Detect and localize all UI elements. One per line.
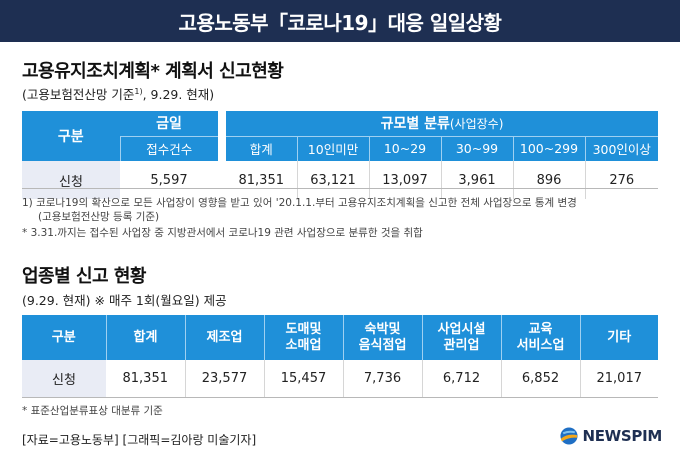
table1-value-30-99: 3,961 xyxy=(440,161,513,199)
section2-title: 업종별 신고 현황 xyxy=(22,266,146,287)
table2-col-lodging-l2: 음식점업 xyxy=(358,337,407,353)
table1-note-2: (고용보험전산망 등록 기준) xyxy=(38,211,160,223)
table2-bottom-rule xyxy=(22,397,658,398)
table1-note-3: * 3.31.까지는 접수된 사업장 중 지방관서에서 코로나19 관련 사업장… xyxy=(22,227,423,239)
table2-row-label: 신청 xyxy=(22,360,106,397)
table2-value-other: 21,017 xyxy=(579,360,658,397)
newspim-logo-icon xyxy=(560,427,578,445)
table2-value-lodging: 7,736 xyxy=(342,360,422,397)
table1-value-under10: 63,121 xyxy=(296,161,369,199)
table1-header-today: 금일 xyxy=(120,111,218,136)
table1-value-over300: 276 xyxy=(584,161,658,199)
section1-subtitle: (고용보험전산망 기준1), 9.29. 현재) xyxy=(22,84,214,103)
table1-scale-unit: (사업장수) xyxy=(449,117,504,132)
table2-col-total-l1: 합계 xyxy=(133,329,158,345)
table2-value-education: 6,852 xyxy=(500,360,580,397)
table1-col-100-299: 100~299 xyxy=(512,135,585,161)
table1-gap xyxy=(218,111,226,199)
newspim-logo-text: NEWSPIM xyxy=(582,427,662,445)
table1-col-under10: 10인미만 xyxy=(296,135,369,161)
newspim-logo: NEWSPIM xyxy=(560,427,662,445)
table2-col-other-l1: 기타 xyxy=(607,329,632,345)
table1-header-scale: 규모별 분류(사업장수) xyxy=(226,111,658,136)
table1-today-value: 5,597 xyxy=(150,172,188,188)
table2-value-manufacturing: 23,577 xyxy=(184,360,264,397)
table2-note: * 표준산업분류표상 대분류 기준 xyxy=(22,405,163,417)
section1-subtitle-sup: 1) xyxy=(134,86,143,96)
table1-col-10-29: 10~29 xyxy=(368,135,441,161)
industry-report-table: 구분 합계 제조업 도매및 소매업 숙박및 음식점업 사업시설 관리업 교육 서비스업 … xyxy=(22,315,658,397)
table2-col-manufacturing: 제조업 xyxy=(184,315,264,360)
section2-subtitle: (9.29. 현재) ※ 매주 1회(월요일) 제공 xyxy=(22,293,227,308)
header-banner: 고용노동부「코로나19」대응 일일상황 xyxy=(0,0,680,42)
table2-col-lodging-l1: 숙박및 xyxy=(364,321,401,337)
table1-value-total: 81,351 xyxy=(238,172,285,188)
table1-col-over300: 300인이상 xyxy=(584,135,658,161)
table2-col-wholesale-l1: 도매및 xyxy=(285,321,322,337)
table2-col-education-l1: 교육 xyxy=(528,321,553,337)
section1-subtitle-pre: (고용보험전산망 기준 xyxy=(22,87,135,102)
table1-scale-label: 규모별 분류 xyxy=(380,116,450,133)
table1-col-total: 합계 xyxy=(226,135,297,161)
page-title: 고용노동부「코로나19」대응 일일상황 xyxy=(178,10,502,35)
table2-col-facility-l2: 관리업 xyxy=(443,337,480,353)
table1-note-1: 1) 코로나19의 확산으로 모든 사업장이 영향을 받고 있어 '20.1.1… xyxy=(22,197,577,209)
plan-report-table: 구분 금일 규모별 분류(사업장수) 접수건수 합계 10인미만 10~29 3… xyxy=(22,111,658,199)
table2-col-facility: 사업시설 관리업 xyxy=(421,315,501,360)
section1-title: 고용유지조치계획* 계획서 신고현황 xyxy=(22,61,284,82)
source-credit: [자료=고용노동부] [그래픽=김아랑 미술기자] xyxy=(22,433,257,447)
table2-col-wholesale: 도매및 소매업 xyxy=(263,315,343,360)
table2-col-facility-l1: 사업시설 xyxy=(437,321,486,337)
table1-row-label: 신청 xyxy=(22,161,120,199)
table1-header-gubun: 구분 xyxy=(22,111,120,161)
table2-value-wholesale: 15,457 xyxy=(263,360,343,397)
table1-value-10-29: 13,097 xyxy=(368,161,441,199)
table2-col-wholesale-l2: 소매업 xyxy=(285,337,322,353)
table2-value-facility: 6,712 xyxy=(421,360,501,397)
table2-col-education-l2: 서비스업 xyxy=(516,337,565,353)
table2-col-total: 합계 xyxy=(105,315,185,360)
table1-header-today-sub: 접수건수 xyxy=(119,135,218,161)
table2-col-lodging: 숙박및 음식점업 xyxy=(342,315,422,360)
table2-header-gubun: 구분 xyxy=(22,315,106,360)
section1-subtitle-post: , 9.29. 현재) xyxy=(142,87,215,102)
table1-col-30-99: 30~99 xyxy=(440,135,513,161)
table2-col-manufacturing-l1: 제조업 xyxy=(206,329,243,345)
table2-col-other: 기타 xyxy=(579,315,658,360)
table1-bottom-rule xyxy=(22,188,658,189)
table2-col-education: 교육 서비스업 xyxy=(500,315,580,360)
table2-value-total: 81,351 xyxy=(122,371,169,386)
table1-value-100-299: 896 xyxy=(512,161,585,199)
